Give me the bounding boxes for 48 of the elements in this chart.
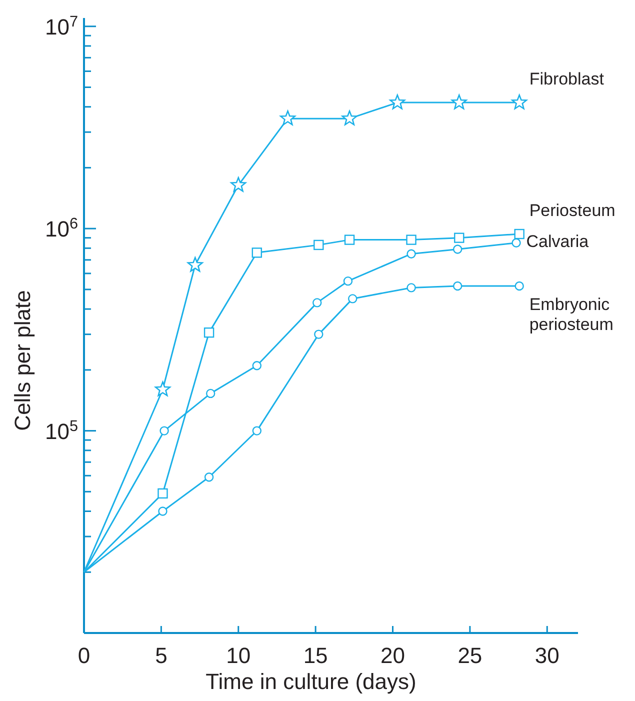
- y-tick-label: 10$^{5}$: [44, 417, 78, 444]
- x-tick-label: 15: [303, 643, 328, 668]
- point: [252, 248, 262, 258]
- point: [314, 330, 324, 339]
- point: [204, 327, 214, 338]
- y-axis-title: Cells per plate: [10, 290, 35, 431]
- x-tick-label: 20: [380, 643, 405, 668]
- point: [343, 276, 353, 286]
- point: [342, 110, 358, 126]
- point: [252, 426, 262, 436]
- point: [514, 281, 524, 291]
- point: [514, 228, 524, 240]
- y-tick-label: 10$^{6}$: [44, 215, 78, 242]
- x-tick-label: 25: [458, 643, 482, 668]
- point: [344, 234, 355, 245]
- point: [452, 244, 462, 254]
- point: [406, 249, 416, 258]
- point: [230, 176, 246, 192]
- point: [390, 94, 406, 110]
- point: [512, 238, 521, 248]
- point: [252, 361, 262, 370]
- point: [160, 426, 169, 436]
- point: [314, 240, 324, 250]
- point: [154, 381, 171, 396]
- point: [348, 294, 358, 304]
- point: [312, 298, 322, 308]
- series-label: Embryonic periosteum: [529, 295, 614, 334]
- point: [452, 281, 462, 291]
- point: [512, 94, 528, 110]
- point: [206, 388, 216, 398]
- point: [406, 234, 416, 245]
- x-tick-label: 10: [226, 643, 251, 668]
- point: [280, 110, 296, 126]
- series-label: Calvaria: [526, 232, 590, 251]
- point: [204, 472, 214, 482]
- point: [187, 256, 203, 272]
- point: [406, 283, 416, 292]
- series-label: Fibroblast: [529, 70, 604, 89]
- point: [451, 94, 467, 110]
- y-tick-label: 10$^{7}$: [44, 12, 78, 40]
- x-axis-title: Time in culture (days): [206, 669, 416, 694]
- x-tick-label: 5: [155, 643, 168, 668]
- x-tick-label: 30: [534, 643, 560, 668]
- point: [158, 506, 168, 516]
- point: [454, 232, 464, 243]
- point: [158, 488, 168, 499]
- series-label: Periosteum: [529, 201, 616, 220]
- x-tick-label: 0: [78, 643, 90, 668]
